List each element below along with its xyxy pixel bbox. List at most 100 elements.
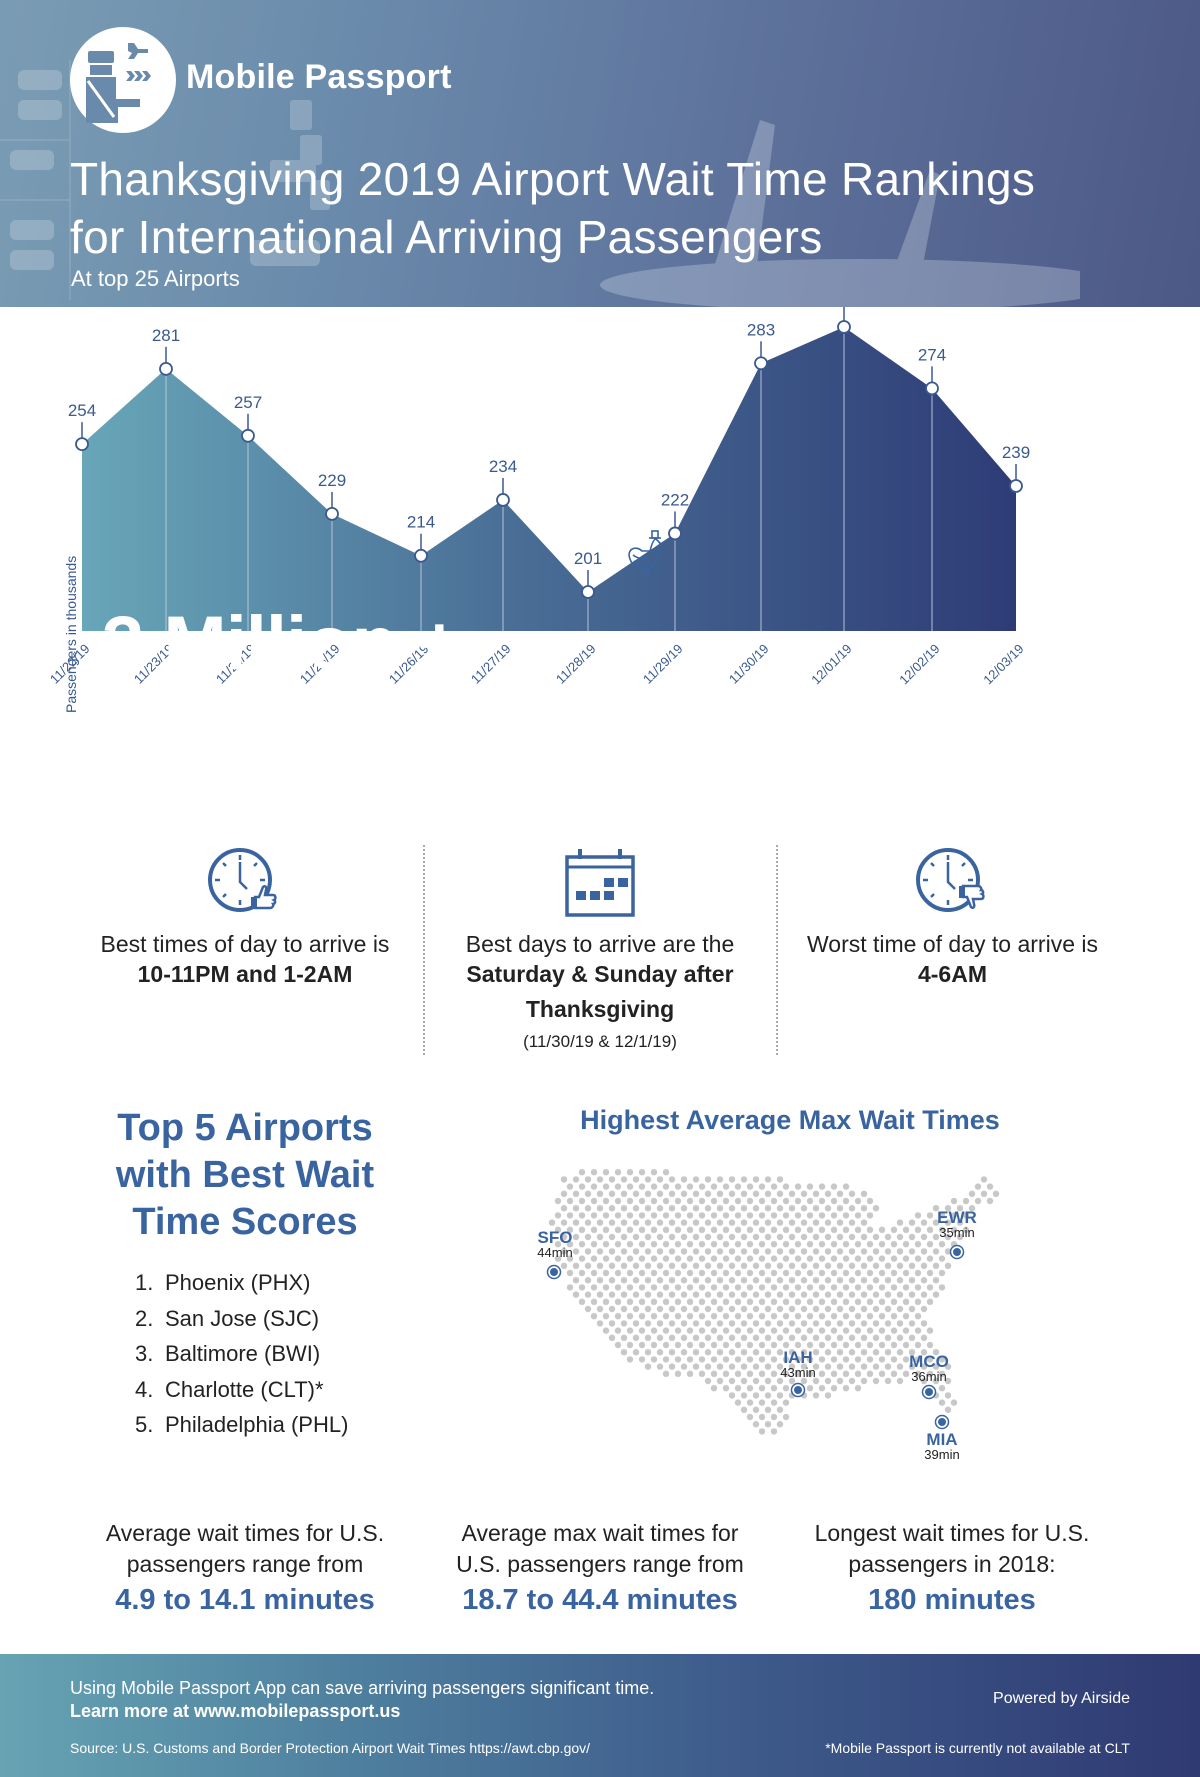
airport-name: Philadelphia (PHL) [165, 1412, 349, 1437]
footer-note: *Mobile Passport is currently not availa… [825, 1740, 1130, 1756]
data-value-label: 201 [574, 549, 602, 568]
divider [423, 845, 425, 1055]
top5-list: 1. Phoenix (PHX) 2. San Jose (SJC) 3. Balti… [135, 1265, 348, 1443]
data-point [581, 585, 595, 599]
big-stat-subtitle: international passengers expected [106, 686, 442, 711]
area-fill [82, 327, 1016, 631]
airport-name: Phoenix (PHX) [165, 1270, 311, 1295]
stat-label-1: Average wait times for U.S. [105, 1520, 385, 1546]
top5-title-line-1: Top 5 Airports [117, 1107, 373, 1149]
parking-lot-background [0, 60, 330, 300]
tip-best-time-text: Best times of day to arrive is [100, 931, 390, 957]
data-point [837, 320, 851, 334]
airport-code: MIA [926, 1430, 958, 1449]
data-point [668, 526, 682, 541]
airport-code: MCO [909, 1352, 949, 1371]
data-value-label: 222 [661, 490, 689, 509]
stat-label-2: U.S. passengers range from [456, 1551, 744, 1577]
clock-thumbs-up-icon [208, 848, 277, 912]
data-point [414, 548, 428, 563]
airport-code: SFO [537, 1228, 573, 1247]
rank: 3. [135, 1341, 154, 1366]
tip-worst-time-value: 4-6AM [917, 961, 987, 987]
rank: 5. [135, 1412, 154, 1437]
page-subtitle: At top 25 Airports [71, 266, 240, 291]
officer-icon [86, 43, 151, 123]
y-axis-label: Passengers in thousands [63, 555, 79, 713]
footer-source: Source: U.S. Customs and Border Protecti… [70, 1740, 591, 1756]
area-chart-svg: 254281257229214234201222283296274239 [68, 307, 1030, 631]
data-point [75, 437, 89, 452]
us-dot-map [546, 1169, 1000, 1435]
stat-label-1: Average max wait times for [461, 1520, 739, 1546]
stat-avg-max-wait: Average max wait times for U.S. passenge… [430, 1518, 770, 1619]
stat-label-2: passengers range from [126, 1551, 364, 1577]
top5-title-line-2: with Best Wait [115, 1154, 375, 1196]
title-line-1: Thanksgiving 2019 Airport Wait Time Rank… [70, 153, 1036, 205]
brand-name: Mobile Passport [186, 58, 452, 96]
list-item: 5. Philadelphia (PHL) [135, 1407, 348, 1443]
map-title: Highest Average Max Wait Times [580, 1105, 1000, 1135]
header-banner: Mobile Passport Thanksgiving 2019 Airpor… [0, 0, 1200, 307]
airport-wait-time: 43min [780, 1365, 816, 1380]
airport-name: San Jose (SJC) [165, 1305, 320, 1331]
airport-code: IAH [783, 1348, 813, 1367]
footer-tagline: Using Mobile Passport App can save arriv… [70, 1678, 655, 1698]
tip-best-days: Best days to arrive are the Saturday & S… [430, 845, 770, 1055]
calendar-icon [565, 849, 635, 917]
data-point [159, 361, 173, 376]
airport-wait-time: 39min [924, 1447, 960, 1462]
data-value-label: 257 [234, 393, 262, 412]
mobile-passport-logo [70, 27, 176, 133]
rank: 4. [135, 1376, 154, 1402]
title-line-2: for International Arriving Passengers [70, 211, 823, 263]
data-point [241, 428, 255, 443]
stat-value: 180 minutes [868, 1584, 1036, 1616]
rank: 2. [135, 1305, 154, 1331]
list-item: 2. San Jose (SJC) [135, 1301, 348, 1337]
data-value-label: 214 [407, 513, 435, 532]
data-point [496, 493, 510, 507]
tip-best-days-text: Best days to arrive are the [465, 931, 735, 957]
list-item: 1. Phoenix (PHX) [135, 1265, 348, 1301]
tip-best-days-value-2: Thanksgiving [525, 996, 675, 1022]
stat-label-1: Longest wait times for U.S. [814, 1520, 1090, 1546]
big-stat: 3 Million + [102, 601, 461, 686]
footer-powered-by: Powered by Airside [993, 1690, 1130, 1707]
footer-learn-more-link[interactable]: Learn more at www.mobilepassport.us [70, 1701, 401, 1721]
data-point [1009, 479, 1023, 493]
tip-best-time: Best times of day to arrive is 10-11PM a… [70, 845, 420, 989]
data-value-label: 281 [152, 326, 180, 345]
airport-wait-time: 36min [911, 1369, 947, 1384]
data-value-label: 239 [1002, 443, 1030, 462]
airport-wait-time: 44min [537, 1245, 573, 1260]
passenger-area-chart: 254281257229214234201222283296274239 11/… [0, 307, 1200, 787]
clock-thumbs-down-icon [915, 848, 985, 912]
page-title: Thanksgiving 2019 Airport Wait Time Rank… [70, 150, 1035, 266]
data-value-label: 229 [318, 471, 346, 490]
rank: 1. [135, 1270, 154, 1295]
top5-title: Top 5 Airports with Best Wait Time Score… [80, 1105, 410, 1246]
footer: Using Mobile Passport App can save arriv… [0, 1654, 1200, 1777]
data-point [325, 506, 339, 521]
tip-best-time-value: 10-11PM and 1-2AM [137, 961, 353, 987]
top5-title-line-3: Time Scores [132, 1201, 358, 1243]
list-item: 4. Charlotte (CLT)* [135, 1372, 348, 1408]
turkey-icon [628, 530, 661, 575]
data-point [925, 381, 939, 396]
stat-value: 4.9 to 14.1 minutes [115, 1584, 375, 1616]
tip-best-days-dates: (11/30/19 & 12/1/19) [523, 1032, 677, 1051]
tip-best-days-value-1: Saturday & Sunday after [466, 961, 734, 987]
stat-longest-wait: Longest wait times for U.S. passengers i… [782, 1518, 1122, 1619]
airplane-background [600, 120, 1080, 307]
data-value-label: 254 [68, 401, 96, 420]
data-value-label: 283 [747, 320, 775, 339]
stat-avg-wait: Average wait times for U.S. passengers r… [75, 1518, 415, 1619]
data-value-label: 234 [489, 457, 517, 476]
list-item: 3. Baltimore (BWI) [135, 1336, 348, 1372]
data-point [754, 356, 768, 371]
airport-name: Charlotte (CLT)* [165, 1376, 324, 1402]
airport-wait-time: 35min [939, 1225, 975, 1240]
tip-worst-time: Worst time of day to arrive is 4-6AM [780, 845, 1125, 989]
divider [776, 845, 778, 1055]
